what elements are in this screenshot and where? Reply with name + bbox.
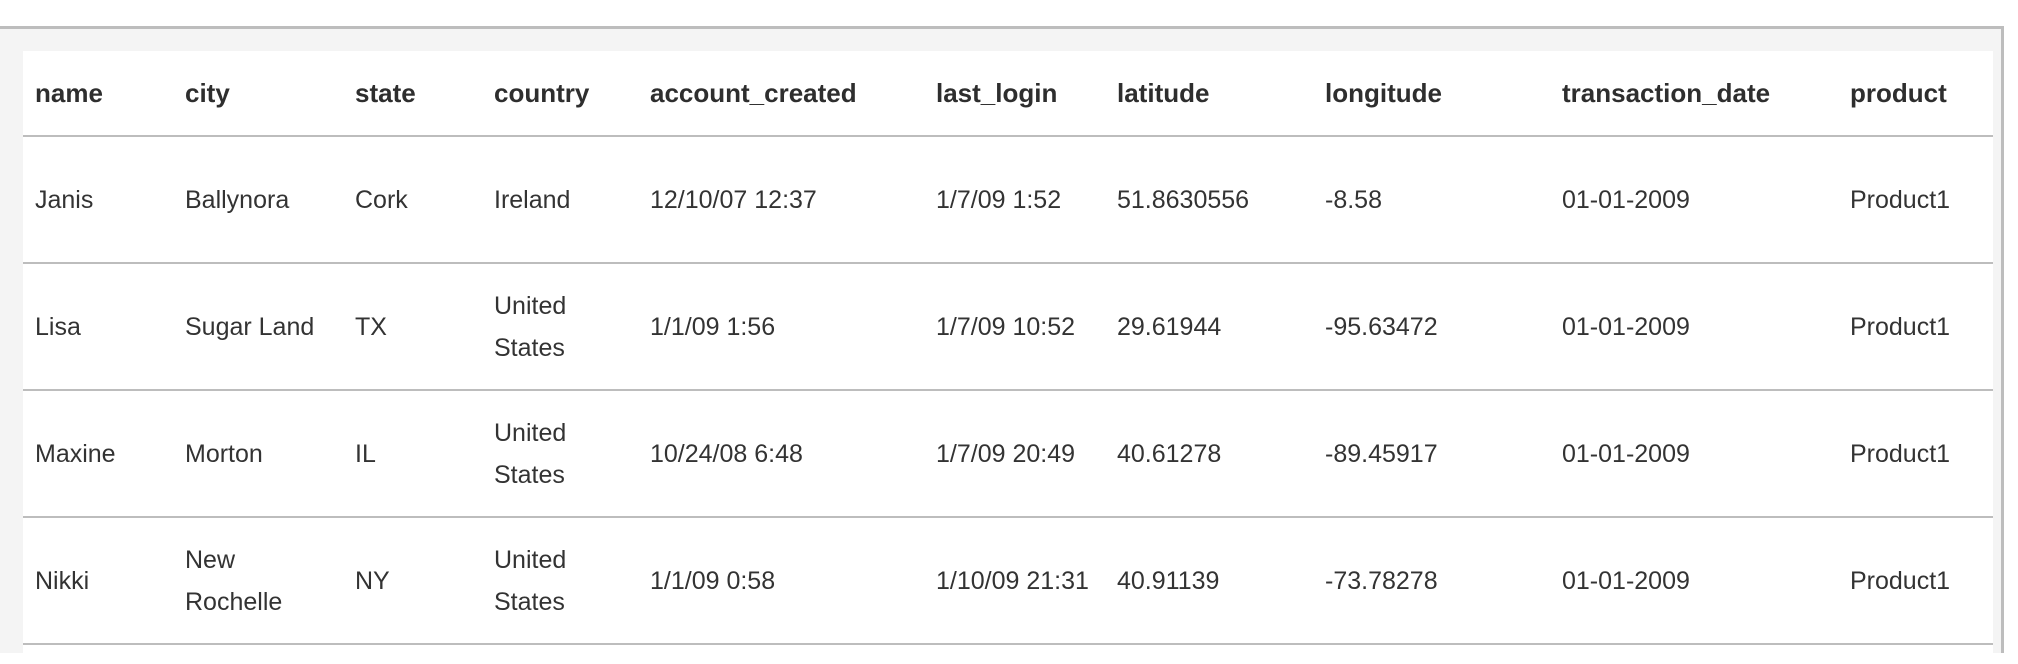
cell-country: United States <box>482 263 638 391</box>
cell-last-login: 1/7/09 10:52 <box>924 263 1105 391</box>
header-row: name city state country account_created last_… <box>23 51 1993 137</box>
column-header-latitude[interactable]: latitude <box>1105 51 1313 137</box>
cell-longitude: -95.63472 <box>1313 263 1550 391</box>
cell-name: Maxine <box>23 390 173 518</box>
cell-transaction-date: 01-01-2009 <box>1550 517 1838 645</box>
cell-longitude: -73.78278 <box>1313 517 1550 645</box>
column-header-country[interactable]: country <box>482 51 638 137</box>
table-panel: name city state country account_created last_… <box>0 26 2004 656</box>
cell-name: Nikki <box>23 517 173 645</box>
data-table-container: name city state country account_created last_… <box>23 51 1993 656</box>
cell-city: Ballynora <box>173 136 343 264</box>
cell-latitude: 51.8630556 <box>1105 136 1313 264</box>
cell-longitude: -8.58 <box>1313 136 1550 264</box>
data-table: name city state country account_created last_… <box>23 51 1993 645</box>
cell-state: IL <box>343 390 482 518</box>
cell-state: Cork <box>343 136 482 264</box>
cell-latitude: 40.61278 <box>1105 390 1313 518</box>
column-header-city[interactable]: city <box>173 51 343 137</box>
cell-country: Ireland <box>482 136 638 264</box>
cell-latitude: 29.61944 <box>1105 263 1313 391</box>
cell-last-login: 1/7/09 20:49 <box>924 390 1105 518</box>
cell-city: New Rochelle <box>173 517 343 645</box>
cell-account-created: 10/24/08 6:48 <box>638 390 924 518</box>
table-row: Nikki New Rochelle NY United States 1/1/09 0… <box>23 517 1993 645</box>
cell-longitude: -89.45917 <box>1313 390 1550 518</box>
table-row: Janis Ballynora Cork Ireland 12/10/07 12:37 1… <box>23 136 1993 264</box>
cell-city: Morton <box>173 390 343 518</box>
cell-account-created: 12/10/07 12:37 <box>638 136 924 264</box>
cell-latitude: 40.91139 <box>1105 517 1313 645</box>
cell-product: Product1 <box>1838 517 1993 645</box>
cell-name: Janis <box>23 136 173 264</box>
cell-state: NY <box>343 517 482 645</box>
column-header-account-created[interactable]: account_created <box>638 51 924 137</box>
cell-transaction-date: 01-01-2009 <box>1550 390 1838 518</box>
column-header-longitude[interactable]: longitude <box>1313 51 1550 137</box>
cell-country: United States <box>482 390 638 518</box>
cell-product: Product1 <box>1838 390 1993 518</box>
cell-product: Product1 <box>1838 263 1993 391</box>
cell-country: United States <box>482 517 638 645</box>
cell-last-login: 1/10/09 21:31 <box>924 517 1105 645</box>
cell-state: TX <box>343 263 482 391</box>
column-header-state[interactable]: state <box>343 51 482 137</box>
table-row: Lisa Sugar Land TX United States 1/1/09 1:56… <box>23 263 1993 391</box>
column-header-transaction-date[interactable]: transaction_date <box>1550 51 1838 137</box>
column-header-name[interactable]: name <box>23 51 173 137</box>
cell-transaction-date: 01-01-2009 <box>1550 263 1838 391</box>
cell-last-login: 1/7/09 1:52 <box>924 136 1105 264</box>
column-header-last-login[interactable]: last_login <box>924 51 1105 137</box>
cell-product: Product1 <box>1838 136 1993 264</box>
column-header-product[interactable]: product <box>1838 51 1993 137</box>
cell-account-created: 1/1/09 0:58 <box>638 517 924 645</box>
cell-transaction-date: 01-01-2009 <box>1550 136 1838 264</box>
cell-city: Sugar Land <box>173 263 343 391</box>
table-row: Maxine Morton IL United States 10/24/08 6:48… <box>23 390 1993 518</box>
cell-account-created: 1/1/09 1:56 <box>638 263 924 391</box>
cell-name: Lisa <box>23 263 173 391</box>
